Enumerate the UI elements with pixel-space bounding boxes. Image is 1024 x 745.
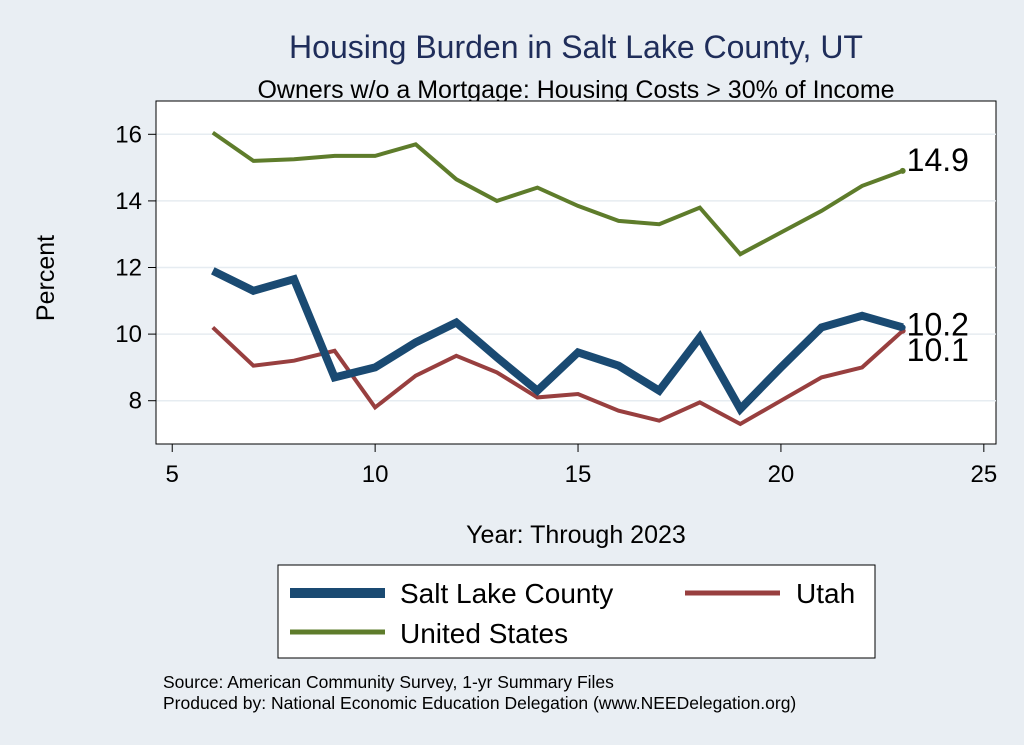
y-tick-label: 10: [115, 321, 142, 348]
series-line-united-states: [211, 130, 904, 257]
end-point-united-states: [899, 167, 906, 174]
y-tick-label: 12: [115, 255, 142, 282]
x-axis-title: Year: Through 2023: [466, 521, 686, 549]
legend-label-united-states: United States: [400, 618, 568, 649]
end-label-salt-lake-county: 10.2: [907, 306, 969, 342]
y-axis-title: Percent: [32, 235, 60, 321]
grid: [156, 133, 996, 402]
x-tick-label: 25: [970, 461, 997, 488]
chart-title: Housing Burden in Salt Lake County, UT: [289, 29, 863, 65]
legend-label-salt-lake-county: Salt Lake County: [400, 578, 613, 609]
legend-box: [277, 564, 876, 659]
x-tick-label: 10: [362, 461, 389, 488]
x-tick-label: 5: [166, 461, 179, 488]
chart-subtitle: Owners w/o a Mortgage: Housing Costs > 3…: [257, 76, 894, 104]
series-layer: [211, 130, 906, 427]
y-tick-label: 8: [129, 388, 142, 415]
axes: 8 10 12 14 16 5 10 15 20 25: [115, 101, 997, 488]
x-tick-label: 20: [768, 461, 795, 488]
source-note: Source: American Community Survey, 1-yr …: [163, 672, 614, 692]
end-label-united-states: 14.9: [907, 142, 969, 178]
producer-note: Produced by: National Economic Education…: [163, 693, 796, 713]
y-tick-label: 16: [115, 121, 142, 148]
end-label-utah: 10.1: [907, 332, 969, 368]
y-tick-label: 14: [115, 188, 142, 215]
end-labels: 10.210.1 14.9: [907, 142, 969, 368]
end-point-salt-lake-county: [899, 324, 906, 331]
series-line-salt-lake-county: [211, 267, 904, 416]
legend: Salt Lake County Utah United States: [277, 564, 876, 659]
x-tick-label: 15: [565, 461, 592, 488]
legend-label-utah: Utah: [796, 578, 855, 609]
